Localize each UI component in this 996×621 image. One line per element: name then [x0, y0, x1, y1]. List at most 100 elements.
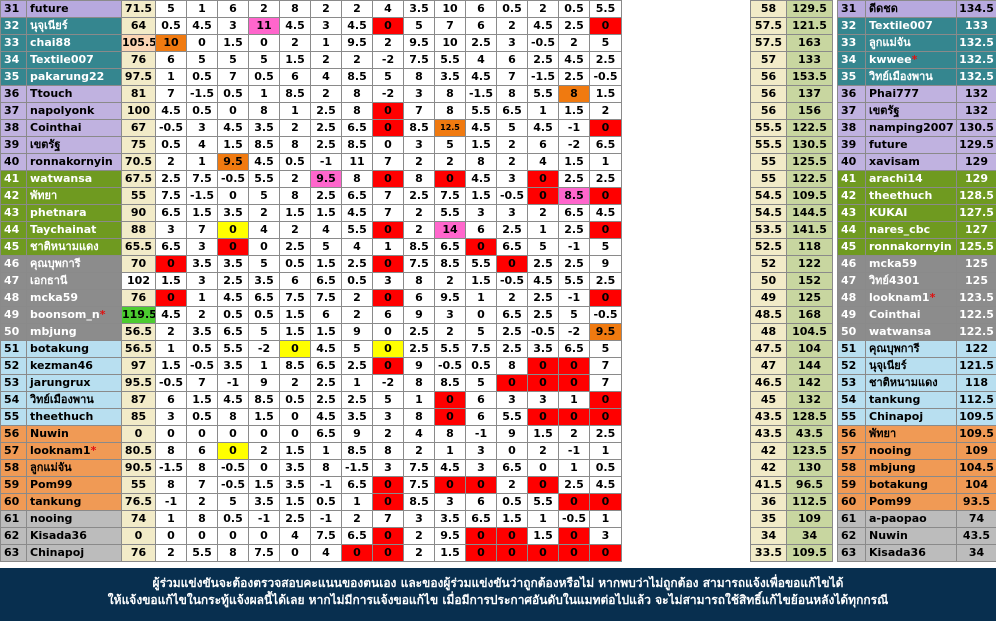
name-text: ลูกแม่จัน [869, 36, 911, 49]
week-cell: 1 [186, 153, 218, 171]
week-score-cell: 56 [750, 68, 787, 86]
table-row: 55 theethuch 85 3 0.5 8 1.5 0 4.5 3.5 3 8 0 6 5.5 0 0 0 [0, 408, 622, 426]
week-cell: 5.5 [496, 408, 528, 426]
total-cell: 55 [121, 187, 156, 205]
name-cell: นุจุเนียร์ [865, 357, 957, 375]
total-cell: 100 [121, 102, 156, 120]
week-cell: 7 [589, 374, 622, 392]
name-text: watwansa [869, 325, 932, 338]
cumulative-score-cell: 125 [786, 289, 833, 307]
name-text: นุจุเนียร์ [869, 359, 907, 372]
week-score-cell: 34 [750, 527, 787, 545]
week-cell: 5 [496, 119, 528, 137]
week-score-cell: 47.5 [750, 340, 787, 358]
ranking-row: 57 nooing 109 [837, 442, 996, 460]
week-cell: -1.5 [186, 187, 218, 205]
table-row: 35 pakarung22 97.5 1 0.5 7 0.5 6 4 8.5 5 8 3.5 4.5 7 -1… [0, 68, 622, 86]
week-cell: 1 [248, 357, 280, 375]
total-cell: 0 [121, 527, 156, 545]
name-text: Textile007 [869, 19, 933, 32]
week-cell: 1 [465, 289, 497, 307]
week-cell: 0 [217, 187, 249, 205]
total-cell: 74 [121, 510, 156, 528]
name-text: arachi14 [869, 172, 923, 185]
week-cell: 8.5 [248, 391, 280, 409]
name-text: Chinapoj [869, 410, 924, 423]
name-text: เขตรัฐ [869, 104, 900, 117]
week-cell: 0 [589, 187, 622, 205]
rank-cell: 61 [837, 510, 866, 528]
name-text: botakung [869, 478, 928, 491]
week-cell: -1 [248, 510, 280, 528]
cumulative-score-cell: 137 [786, 85, 833, 103]
points-row: 47 144 [750, 357, 833, 375]
total-cell: 76 [121, 51, 156, 69]
rank-cell: 49 [0, 306, 27, 324]
name-cell: เขตรัฐ [865, 102, 957, 120]
name-cell: ลูกแม่จัน [26, 459, 122, 477]
name-cell: future [26, 0, 122, 18]
week-score-cell: 55.5 [750, 119, 787, 137]
week-cell: 8 [496, 85, 528, 103]
name-text: Cointhai [30, 121, 82, 134]
week-cell: 1 [186, 0, 218, 18]
week-cell: 6 [403, 289, 435, 307]
week-cell: 1.5 [279, 51, 311, 69]
week-cell: 8.5 [279, 85, 311, 103]
week-cell: 4 [372, 0, 404, 18]
main-score-table: 31 future 71.5 5 1 6 2 8 2 2 4 3.5 10 6 0.5 2 0.5 5.5 32 นุ… [0, 0, 622, 562]
name-text: พัทยา [869, 427, 897, 440]
week-cell: 6 [310, 306, 342, 324]
week-cell: 0 [217, 442, 249, 460]
week-cell: 6.5 [496, 102, 528, 120]
week-cell: 0 [372, 476, 404, 494]
week-cell: 2 [527, 442, 559, 460]
week-cell: 1.5 [217, 34, 249, 52]
week-cell: 4.5 [527, 119, 559, 137]
week-cell: 3 [434, 493, 466, 511]
week-cell: 2 [496, 17, 528, 35]
week-cell: 6.5 [496, 238, 528, 256]
cumulative-score-cell: 96.5 [786, 476, 833, 494]
week-cell: 5 [372, 391, 404, 409]
total-cell: 88 [121, 221, 156, 239]
cumulative-score-cell: 142 [786, 374, 833, 392]
week-cell: 7.5 [248, 544, 280, 562]
points-row: 54.5 109.5 [750, 187, 833, 205]
week-cell: 6 [186, 442, 218, 460]
name-cell: ดีดชด [865, 0, 957, 18]
week-cell: 5.5 [434, 204, 466, 222]
score-cell: 132 [956, 102, 996, 120]
name-cell: xavisam [865, 153, 957, 171]
week-cell: 8 [341, 85, 373, 103]
week-cell: 5.5 [434, 51, 466, 69]
week-cell: 2 [372, 425, 404, 443]
week-cell: 8 [403, 272, 435, 290]
name-text: pakarung22 [30, 70, 105, 83]
week-cell: 8.5 [558, 187, 590, 205]
ranking-row: 33 ลูกแม่จัน 132.5 [837, 34, 996, 52]
name-text: ดีดชด [869, 2, 898, 15]
week-cell: -1 [465, 425, 497, 443]
week-cell: 2.5 [310, 374, 342, 392]
week-cell: 8 [341, 102, 373, 120]
rank-cell: 62 [837, 527, 866, 545]
total-cell: 76.5 [121, 493, 156, 511]
table-row: 33 chai88 105.5 10 0 1.5 0 2 1 9.5 2 9.5 10 2.5 3 -0.5 2… [0, 34, 622, 52]
week-cell: 0 [372, 221, 404, 239]
week-cell: 8 [434, 102, 466, 120]
rank-cell: 45 [837, 238, 866, 256]
week-cell: 5 [248, 187, 280, 205]
points-row: 57.5 121.5 [750, 17, 833, 35]
week-cell: 5 [589, 238, 622, 256]
week-cell: 0 [279, 340, 311, 358]
week-cell: 2.5 [217, 272, 249, 290]
name-cell: Pom99 [865, 493, 957, 511]
ranking-row: 32 Textile007 133 [837, 17, 996, 35]
table-row: 63 Chinapoj 76 2 5.5 8 7.5 0 4 0 0 2 1.5 0 0 0 0 0 [0, 544, 622, 562]
table-row: 62 Kisada36 0 0 0 0 0 4 7.5 6.5 0 2 9.5 0 0 1.5 0 3 [0, 527, 622, 545]
week-cell: 0 [372, 323, 404, 341]
table-row: 49 boonsom_n* 119.5 4.5 2 0.5 0.5 1.5 6 2 6 9 3 0 6.5 2… [0, 306, 622, 324]
name-text: วิทย์เมืองพาน [869, 70, 933, 83]
week-cell: 3 [372, 272, 404, 290]
